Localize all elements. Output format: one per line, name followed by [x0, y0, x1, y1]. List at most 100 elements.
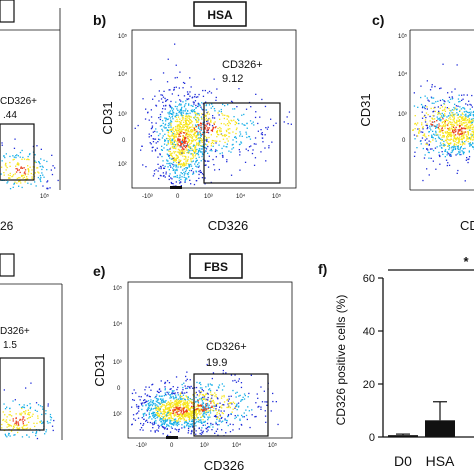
scatter-dot	[148, 404, 150, 406]
scatter-dot	[206, 129, 208, 131]
scatter-dot	[174, 400, 176, 403]
scatter-dot	[172, 409, 174, 411]
scatter-dot	[451, 115, 453, 117]
scatter-dot	[451, 147, 453, 149]
scatter-dot	[175, 396, 177, 398]
scatter-dot	[169, 105, 171, 107]
scatter-dot	[147, 402, 150, 405]
scatter-dot	[181, 106, 183, 109]
scatter-dot	[438, 110, 440, 112]
scatter-dot	[40, 420, 42, 422]
scatter-dot	[167, 154, 169, 156]
scatter-dot	[180, 104, 182, 106]
scatter-dot	[154, 138, 157, 140]
scatter-dot	[186, 422, 189, 424]
panel-e-axis-tick-cluster	[166, 436, 178, 439]
scatter-dot	[174, 126, 177, 128]
scatter-dot	[239, 143, 241, 145]
scatter-dot	[192, 407, 194, 409]
scatter-dot	[417, 122, 419, 124]
scatter-dot	[179, 131, 181, 134]
scatter-dot	[195, 160, 198, 162]
scatter-dot	[225, 422, 228, 424]
scatter-dot	[177, 120, 179, 122]
scatter-dot	[157, 156, 159, 158]
scatter-dot	[23, 167, 25, 169]
scatter-dot	[189, 179, 191, 181]
scatter-dot	[161, 399, 163, 402]
scatter-dot	[431, 121, 433, 123]
scatter-dot	[470, 143, 472, 146]
scatter-dot	[469, 137, 471, 139]
scatter-dot	[210, 92, 213, 94]
scatter-dot	[461, 133, 463, 135]
scatter-dot	[222, 155, 224, 157]
scatter-dot	[217, 112, 219, 114]
scatter-dot	[472, 131, 474, 134]
scatter-dot	[15, 156, 17, 159]
scatter-dot	[184, 399, 186, 402]
scatter-dot	[205, 125, 208, 127]
scatter-dot	[223, 396, 225, 398]
scatter-dot	[185, 395, 187, 397]
scatter-dot	[195, 165, 197, 167]
scatter-dot	[456, 120, 458, 122]
scatter-dot	[445, 132, 447, 134]
scatter-dot	[189, 414, 191, 416]
scatter-dot	[192, 154, 194, 156]
scatter-dot	[183, 138, 186, 141]
scatter-dot	[177, 398, 180, 400]
scatter-dot	[171, 121, 173, 123]
scatter-dot	[176, 420, 178, 423]
scatter-dot	[194, 155, 196, 157]
scatter-dot	[450, 136, 452, 138]
scatter-dot	[422, 134, 424, 137]
scatter-dot	[195, 112, 197, 115]
panel-e-xtick-1e4: 10⁴	[232, 442, 242, 449]
scatter-dot	[181, 414, 183, 416]
scatter-dot	[196, 114, 198, 116]
scatter-dot	[179, 393, 181, 395]
scatter-dot	[150, 401, 152, 403]
scatter-dot	[224, 105, 226, 107]
scatter-dot	[203, 410, 205, 412]
scatter-dot	[240, 382, 243, 384]
scatter-dot	[186, 371, 188, 373]
scatter-dot	[174, 136, 176, 139]
scatter-dot	[195, 107, 197, 109]
scatter-dot	[448, 128, 451, 131]
scatter-dot	[168, 382, 171, 384]
scatter-dot	[189, 408, 191, 410]
scatter-dot	[230, 413, 232, 415]
scatter-dot	[34, 161, 36, 164]
scatter-dot	[220, 122, 222, 125]
scatter-dot	[205, 411, 207, 413]
scatter-dot	[458, 119, 461, 122]
scatter-dot	[216, 397, 219, 399]
scatter-dot	[171, 152, 173, 154]
scatter-dot	[205, 101, 207, 103]
scatter-dot	[186, 396, 188, 398]
scatter-dot	[254, 137, 257, 139]
scatter-dot	[182, 397, 185, 400]
scatter-dot	[174, 418, 177, 420]
scatter-dot	[458, 152, 460, 154]
scatter-dot	[189, 133, 192, 136]
scatter-dot	[238, 378, 240, 380]
scatter-dot	[219, 402, 221, 404]
scatter-dot	[470, 122, 473, 124]
scatter-dot	[201, 173, 204, 175]
scatter-dot	[180, 129, 182, 131]
scatter-dot	[232, 408, 234, 410]
scatter-dot	[170, 388, 172, 390]
scatter-dot	[191, 418, 193, 420]
scatter-dot	[223, 145, 225, 147]
scatter-dot	[182, 126, 184, 128]
scatter-dot	[426, 148, 428, 150]
scatter-dot	[425, 143, 427, 145]
scatter-dot	[454, 108, 456, 110]
scatter-dot	[162, 160, 164, 162]
scatter-dot	[213, 122, 215, 124]
scatter-dot	[186, 119, 188, 121]
